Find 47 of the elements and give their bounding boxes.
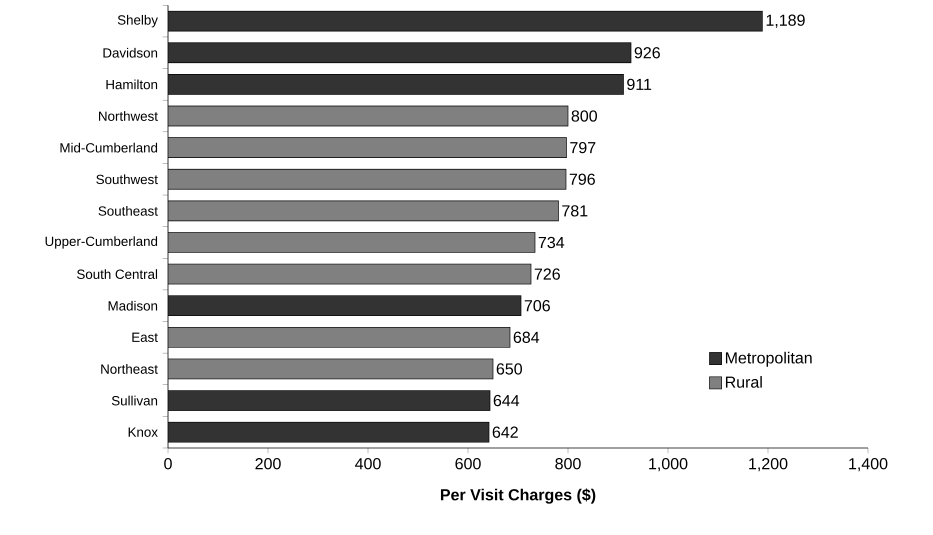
- x-tick-label: 1,000: [649, 458, 688, 472]
- data-label: 642: [492, 426, 518, 438]
- x-tick-label: 0: [164, 458, 172, 470]
- y-tick-label: Northeast: [101, 364, 158, 374]
- y-tick-label: South Central: [77, 269, 158, 279]
- y-tick-label: Knox: [128, 428, 158, 437]
- x-tick-label: 400: [355, 458, 381, 470]
- y-tick-label: Upper-Cumberland: [46, 236, 158, 249]
- legend-label: Rural: [726, 376, 762, 388]
- y-tick-label: Northwest: [99, 111, 158, 121]
- x-tick-label: 800: [555, 458, 581, 470]
- data-label: 911: [627, 78, 652, 90]
- bar: [168, 106, 568, 126]
- bar: [168, 200, 559, 222]
- x-tick-label: 1,400: [849, 458, 888, 472]
- data-label: 926: [634, 47, 660, 58]
- y-tick-label: East: [132, 332, 158, 342]
- data-label: 706: [524, 300, 550, 312]
- y-tick-label: Southwest: [96, 174, 158, 184]
- data-label: 1,189: [766, 14, 805, 28]
- legend-label: Metropolitan: [726, 352, 812, 367]
- x-tick-label: 200: [255, 458, 281, 470]
- y-tick-label: Sullivan: [112, 396, 158, 406]
- data-label: 781: [562, 205, 588, 217]
- data-label: 797: [570, 142, 596, 154]
- y-tick-label: Davidson: [103, 48, 158, 58]
- data-label: 684: [514, 332, 540, 343]
- x-axis-title: Per Visit Charges ($): [440, 488, 596, 504]
- y-tick-label: Hamilton: [106, 79, 158, 90]
- x-tick-label: 1,200: [749, 458, 788, 472]
- data-label: 796: [570, 174, 595, 185]
- data-label: 644: [494, 394, 520, 406]
- y-tick-label: Shelby: [118, 14, 158, 28]
- bar: [168, 137, 567, 158]
- data-label: 650: [496, 363, 522, 375]
- data-label: 800: [572, 110, 598, 122]
- x-tick-label: 600: [455, 458, 481, 470]
- bar: [168, 232, 536, 253]
- bar: [168, 168, 566, 190]
- data-label: 734: [538, 236, 564, 248]
- y-tick-label: Madison: [108, 300, 158, 311]
- y-tick-label: Mid-Cumberland: [60, 142, 158, 153]
- data-label: 726: [534, 268, 560, 280]
- bar: [168, 358, 494, 380]
- bar: [168, 264, 532, 284]
- bar: [168, 326, 510, 348]
- y-tick-label: Southeast: [98, 206, 158, 216]
